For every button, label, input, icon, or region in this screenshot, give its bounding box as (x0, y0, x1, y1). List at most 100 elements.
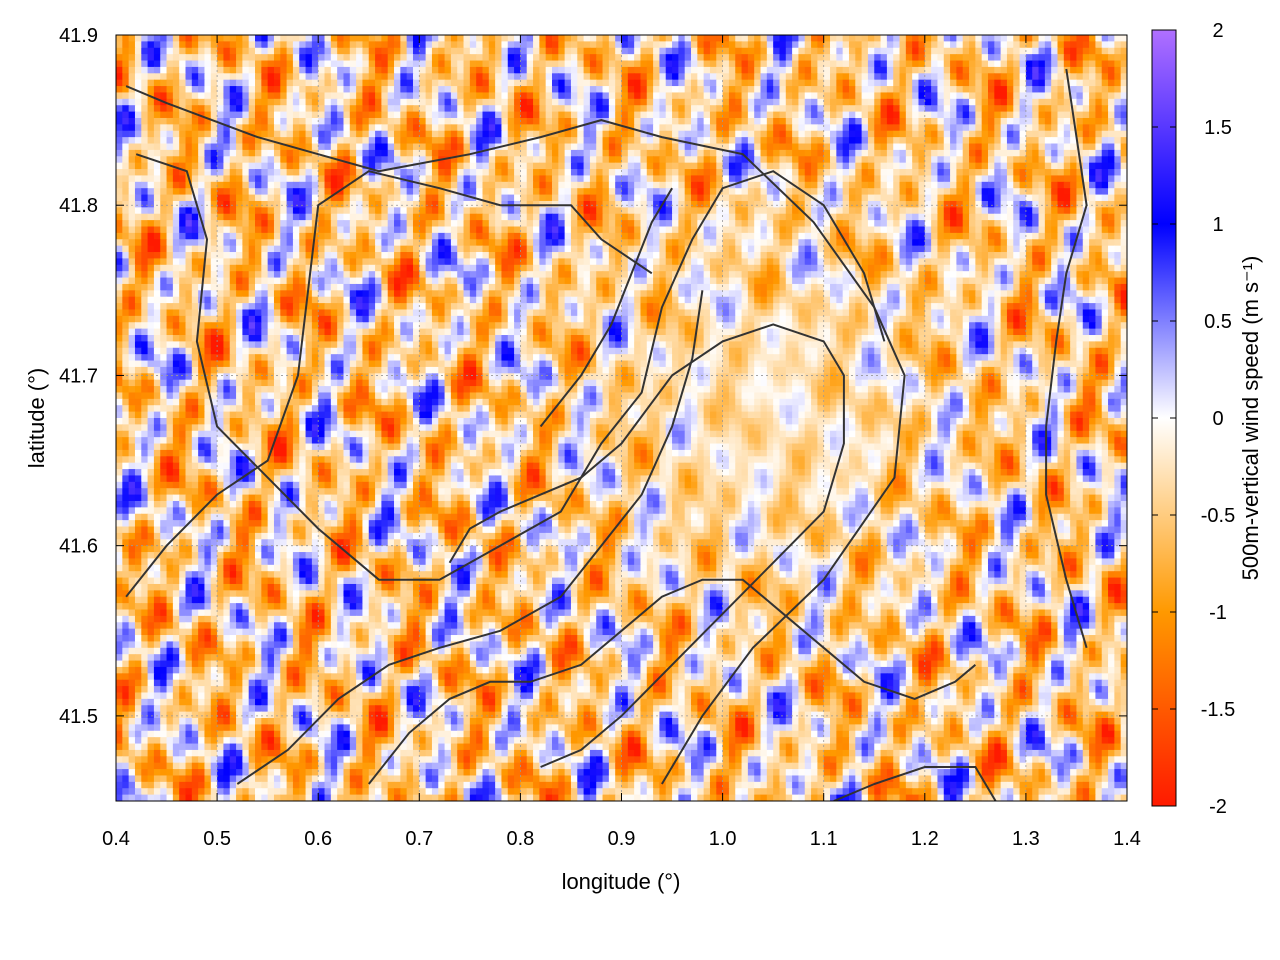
heatmap-cell (880, 92, 888, 100)
heatmap-cell (1101, 137, 1109, 145)
heatmap-cell (861, 175, 869, 183)
heatmap-cell (330, 194, 338, 202)
heatmap-cell (324, 169, 332, 177)
heatmap-cell (488, 73, 496, 81)
heatmap-cell (1051, 41, 1059, 49)
heatmap-cell (324, 200, 332, 208)
heatmap-cell (602, 86, 610, 94)
heatmap-cell (488, 226, 496, 234)
heatmap-cell (1120, 47, 1127, 55)
heatmap-cell (684, 66, 692, 74)
heatmap-cell (539, 156, 547, 164)
heatmap-cell (463, 41, 471, 49)
heatmap-cell (166, 149, 174, 157)
heatmap-cell (368, 47, 376, 55)
heatmap-cell (520, 54, 528, 62)
heatmap-cell (1000, 66, 1008, 74)
heatmap-cell (1032, 105, 1040, 113)
heatmap-cell (394, 54, 401, 62)
heatmap-cell (918, 47, 926, 55)
heatmap-cell (1032, 188, 1040, 196)
heatmap-cell (615, 175, 623, 183)
heatmap-cell (166, 181, 174, 189)
heatmap-cell (830, 169, 837, 177)
heatmap-cell (912, 79, 920, 87)
heatmap-cell (981, 137, 989, 145)
heatmap-cell (747, 35, 755, 42)
heatmap-cell (236, 117, 243, 125)
heatmap-cell (476, 47, 484, 55)
heatmap-cell (533, 220, 540, 228)
heatmap-cell (292, 66, 300, 74)
heatmap-cell (741, 111, 749, 119)
heatmap-cell (697, 35, 705, 42)
heatmap-cell (362, 156, 370, 164)
heatmap-cell (147, 188, 155, 196)
heatmap-cell (583, 226, 591, 234)
heatmap-cell (950, 156, 957, 164)
heatmap-cell (602, 54, 610, 62)
heatmap-cell (874, 175, 882, 183)
heatmap-cell (817, 124, 825, 132)
heatmap-cell (811, 181, 818, 189)
heatmap-cell (160, 79, 168, 87)
heatmap-cell (128, 98, 136, 106)
heatmap-cell (874, 130, 882, 138)
heatmap-cell (394, 162, 401, 170)
heatmap-cell (412, 226, 420, 234)
heatmap-cell (621, 156, 629, 164)
heatmap-cell (1000, 194, 1008, 202)
heatmap-cell (665, 35, 673, 42)
heatmap-cell (204, 124, 212, 132)
heatmap-cell (792, 92, 800, 100)
heatmap-cell (362, 105, 370, 113)
heatmap-cell (267, 220, 275, 228)
heatmap-cell (362, 79, 370, 87)
heatmap-cell (735, 137, 743, 145)
heatmap-cell (931, 175, 939, 183)
heatmap-cell (179, 41, 187, 49)
heatmap-cell (577, 181, 585, 189)
heatmap-cell (400, 66, 408, 74)
heatmap-cell (1101, 220, 1109, 228)
heatmap-cell (501, 162, 509, 170)
heatmap-cell (273, 54, 281, 62)
heatmap-cell (754, 194, 762, 202)
heatmap-cell (950, 226, 957, 234)
heatmap-cell (608, 175, 616, 183)
heatmap-cell (507, 162, 515, 170)
heatmap-cell (236, 111, 243, 119)
heatmap-cell (886, 98, 894, 106)
heatmap-cell (375, 117, 382, 125)
heatmap-cell (299, 156, 307, 164)
heatmap-cell (469, 60, 477, 68)
heatmap-cell (1076, 137, 1084, 145)
heatmap-cell (122, 137, 130, 145)
heatmap-cell (709, 66, 717, 74)
heatmap-cell (754, 124, 762, 132)
heatmap-cell (330, 54, 338, 62)
heatmap-cell (299, 232, 307, 240)
heatmap-cell (823, 194, 831, 202)
heatmap-cell (122, 73, 130, 81)
heatmap-cell (987, 35, 995, 42)
heatmap-cell (766, 175, 774, 183)
heatmap-cell (368, 60, 376, 68)
heatmap-cell (880, 124, 888, 132)
heatmap-cell (324, 226, 332, 234)
heatmap-cell (589, 194, 597, 202)
heatmap-cell (482, 213, 490, 221)
heatmap-cell (273, 200, 281, 208)
heatmap-cell (286, 181, 294, 189)
heatmap-cell (886, 220, 894, 228)
heatmap-cell (337, 130, 345, 138)
heatmap-cell (394, 60, 401, 68)
heatmap-cell (501, 111, 509, 119)
heatmap-cell (804, 111, 812, 119)
heatmap-cell (564, 60, 572, 68)
heatmap-cell (444, 41, 452, 49)
heatmap-cell (564, 130, 572, 138)
heatmap-cell (1101, 162, 1109, 170)
heatmap-cell (880, 188, 888, 196)
heatmap-cell (867, 213, 875, 221)
